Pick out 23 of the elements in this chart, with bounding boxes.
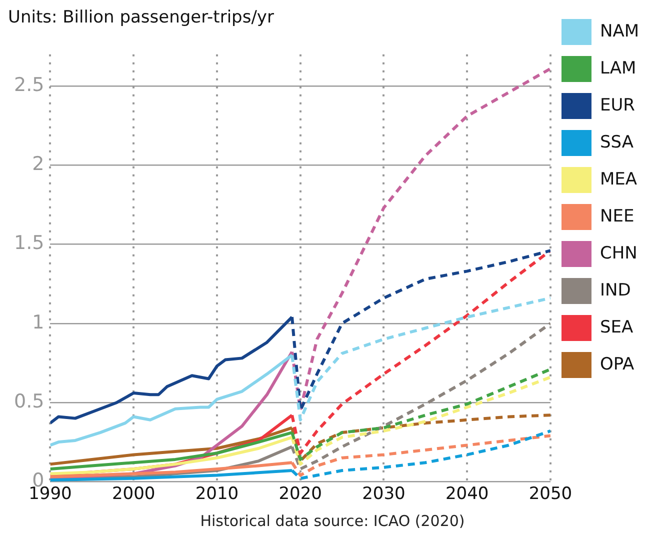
x-tick-label: 2000 — [112, 484, 156, 504]
y-tick-label: 1.5 — [14, 232, 44, 254]
legend-label: NAM — [600, 21, 639, 42]
legend-label: IND — [600, 280, 631, 300]
x-tick-label: 2030 — [362, 484, 406, 504]
x-tick-label: 2010 — [195, 484, 239, 504]
x-tick-label: 2020 — [278, 484, 322, 504]
text: Historical data source: ICAO (2020) — [199, 512, 466, 530]
x-tick-label: 2040 — [445, 484, 489, 504]
y-tick-label: 2 — [32, 153, 44, 176]
legend-label: CHN — [600, 243, 638, 264]
legend-label: LAM — [600, 58, 636, 78]
legend-label: NEE — [600, 206, 634, 226]
y-tick-label: 2.5 — [14, 74, 44, 96]
legend-label: SEA — [600, 317, 634, 338]
legend-label: EUR — [600, 95, 636, 116]
y-tick-label: 1 — [32, 311, 44, 334]
y-tick-label: 0.5 — [14, 390, 44, 412]
x-tick-label: 2050 — [528, 484, 572, 504]
chart-title: Units: Billion passenger-trips/yr — [8, 8, 274, 28]
legend-label: SSA — [600, 132, 634, 152]
legend-label: OPA — [600, 354, 635, 374]
legend-label: MEA — [600, 169, 638, 190]
